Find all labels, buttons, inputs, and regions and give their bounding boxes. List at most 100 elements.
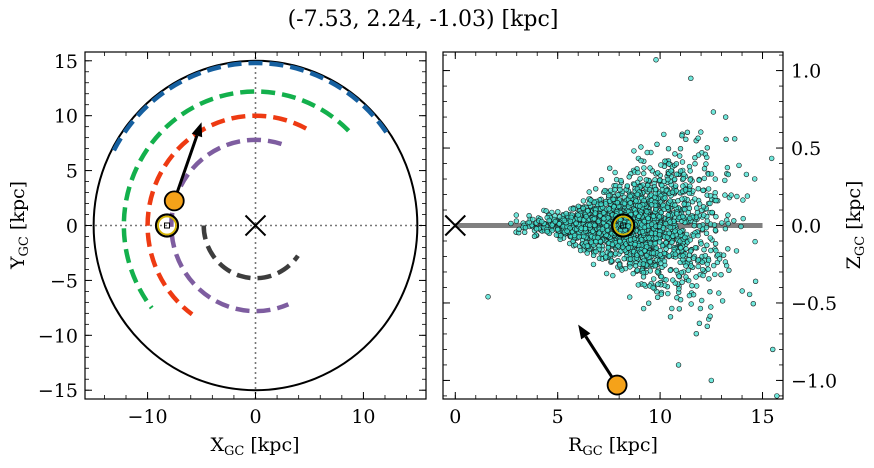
scatter-point [605, 244, 611, 251]
scatter-point [672, 183, 679, 189]
orbit-arc-3 [169, 137, 290, 314]
scatter-point [692, 161, 698, 167]
scatter-point [677, 146, 684, 152]
scatter-point [575, 212, 581, 218]
scatter-point [690, 233, 697, 239]
scatter-point [652, 240, 658, 247]
scatter-point [621, 200, 628, 207]
scatter-point [638, 144, 644, 150]
scatter-point [521, 229, 528, 236]
sun-inner-ring [157, 215, 177, 236]
scatter-point [709, 209, 715, 216]
scatter-point [696, 177, 702, 183]
scatter-point [599, 226, 606, 232]
scatter-point [681, 171, 687, 178]
scatter-point [699, 259, 705, 265]
scatter-point [602, 187, 608, 194]
scatter-point [704, 145, 710, 151]
scatter-point [722, 177, 728, 184]
scatter-point [705, 257, 712, 264]
scatter-point [609, 241, 616, 248]
scatter-point [596, 230, 602, 236]
scatter-point [707, 200, 713, 207]
scatter-point [626, 294, 633, 300]
scatter-point [698, 297, 705, 304]
right-xlabel: RGC [kpc] [568, 434, 658, 459]
scatter-point [696, 201, 703, 207]
orbit-arc-1 [121, 89, 351, 310]
scatter-point [644, 209, 650, 215]
scatter-point [513, 212, 519, 218]
scatter-point [687, 177, 693, 183]
scatter-point [705, 266, 711, 272]
scatter-point [591, 199, 597, 206]
scatter-point [693, 274, 699, 280]
scatter-point [725, 220, 731, 227]
scatter-point [591, 222, 598, 229]
scatter-point [556, 214, 563, 220]
scatter-point [723, 136, 729, 143]
scatter-point [725, 171, 731, 178]
right-ytick-label: 1.0 [791, 61, 821, 83]
scatter-point [670, 277, 676, 283]
scatter-point [571, 232, 578, 239]
right-velocity-arrow-head [578, 324, 591, 340]
scatter-point [637, 203, 643, 209]
right-xtick-label: 15 [750, 406, 774, 428]
scatter-point [663, 277, 669, 283]
left-xlabel: XGC [kpc] [210, 434, 299, 459]
scatter-point [702, 253, 708, 259]
scatter-point [640, 170, 647, 177]
right-ytick-label: −1.0 [791, 370, 837, 392]
scatter-point [673, 171, 680, 177]
scatter-point [593, 248, 599, 255]
right-ticks: 0 5 10 15 −1.0 −0.5 0.0 0.5 1.0 [443, 52, 837, 428]
scatter-point [695, 152, 702, 158]
scatter-point [584, 243, 591, 249]
scatter-point [549, 222, 555, 228]
scatter-point [608, 258, 615, 264]
scatter-point [584, 208, 591, 214]
scatter-point [695, 135, 701, 141]
scatter-point [522, 224, 529, 231]
scatter-point [602, 254, 609, 260]
scatter-point [698, 129, 704, 135]
scatter-point [666, 253, 672, 259]
right-ytick-label: 0.5 [791, 138, 821, 160]
scatter-point [711, 222, 718, 228]
scatter-point [665, 212, 671, 218]
scatter-point [706, 276, 712, 282]
scatter-point [664, 204, 671, 211]
scatter-point [774, 393, 780, 399]
scatter-point [648, 202, 655, 208]
scatter-point [645, 215, 651, 222]
scatter-point [612, 187, 618, 193]
scatter-point [712, 227, 719, 233]
scatter-point [677, 229, 683, 235]
scatter-point [700, 212, 707, 218]
scatter-point [657, 177, 663, 183]
scatter-point [570, 206, 577, 212]
scatter-point [684, 129, 691, 136]
scatter-point [652, 263, 658, 269]
right-xtick-label: 10 [648, 406, 672, 428]
scatter-point [627, 237, 634, 243]
scatter-point [710, 109, 717, 115]
scatter-point [752, 238, 758, 245]
scatter-point [688, 263, 694, 269]
scatter-point [648, 230, 655, 236]
scatter-point [693, 331, 699, 337]
scatter-point [631, 148, 637, 154]
scatter-point [616, 262, 623, 268]
scatter-point [584, 250, 590, 256]
scatter-point [687, 168, 693, 174]
scatter-point [610, 196, 616, 203]
left-panel: −10 0 10 −15 −10 −5 0 5 10 15 XGC [kpc] YGC [kpc] [7, 51, 427, 459]
scatter-point [650, 276, 657, 282]
scatter-point [701, 166, 708, 172]
scatter-point [700, 204, 707, 210]
left-plot-area [85, 52, 426, 399]
scatter-point [625, 223, 631, 229]
scatter-point [640, 269, 647, 276]
right-sun-inner-ring [613, 215, 634, 236]
